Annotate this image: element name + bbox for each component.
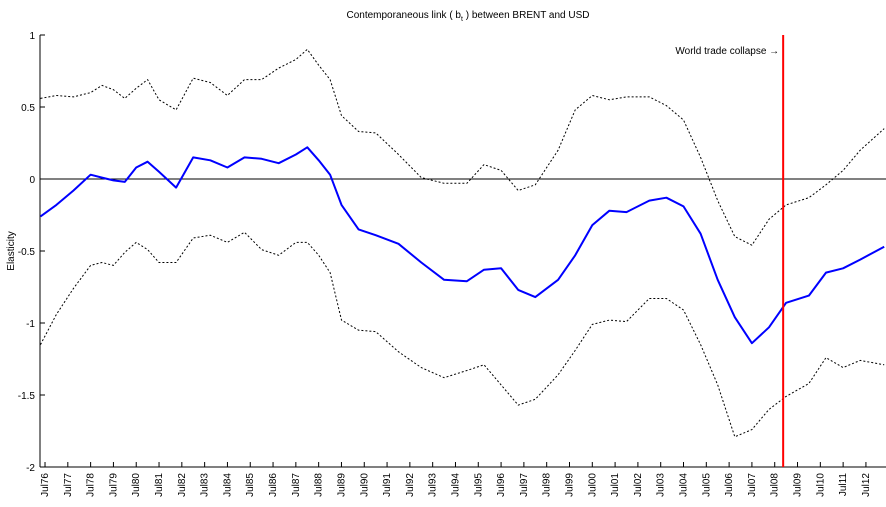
event-label: World trade collapse → xyxy=(675,46,779,57)
x-tick-label: Jul79 xyxy=(108,473,119,497)
x-tick-label: Jul11 xyxy=(838,473,849,497)
title-text: Contemporaneous link ( b xyxy=(346,10,461,21)
title-subscript: t xyxy=(461,16,463,23)
x-tick-label: Jul84 xyxy=(222,473,233,497)
x-tick-label: Jul99 xyxy=(564,473,575,497)
x-tick-label: Jul07 xyxy=(747,473,758,497)
x-tick-label: Jul86 xyxy=(268,473,279,497)
x-tick-label: Jul93 xyxy=(428,473,439,497)
x-tick-label: Jul05 xyxy=(701,473,712,497)
x-tick-label: Jul02 xyxy=(633,473,644,497)
x-tick-label: Jul09 xyxy=(793,473,804,497)
title-text: ) between BRENT and USD xyxy=(463,10,590,21)
x-tick-label: Jul03 xyxy=(656,473,667,497)
x-tick-label: Jul95 xyxy=(473,473,484,497)
x-tick-label: Jul90 xyxy=(359,473,370,497)
y-tick-label: -1 xyxy=(26,319,35,330)
y-axis-label: Elasticity xyxy=(6,231,17,270)
x-tick-label: Jul96 xyxy=(496,473,507,497)
x-tick-label: Jul10 xyxy=(815,473,826,497)
y-tick-label: 0.5 xyxy=(21,103,35,114)
x-tick-label: Jul12 xyxy=(861,473,872,497)
x-tick-label: Jul82 xyxy=(177,473,188,497)
x-tick-label: Jul87 xyxy=(291,473,302,497)
y-tick-label: -2 xyxy=(26,463,35,474)
x-tick-label: Jul01 xyxy=(610,473,621,497)
x-tick-label: Jul80 xyxy=(131,473,142,497)
x-tick-label: Jul83 xyxy=(200,473,211,497)
x-tick-label: Jul78 xyxy=(86,473,97,497)
chart-title: Contemporaneous link ( bt ) between BREN… xyxy=(346,10,589,23)
x-tick-label: Jul98 xyxy=(542,473,553,497)
x-tick-label: Jul04 xyxy=(679,473,690,497)
estimate-line xyxy=(39,146,885,345)
x-tick-label: Jul08 xyxy=(770,473,781,497)
x-tick-label: Jul76 xyxy=(40,473,51,497)
x-tick-label: Jul91 xyxy=(382,473,393,497)
x-tick-label: Jul06 xyxy=(724,473,735,497)
y-tick-label: -1.5 xyxy=(18,391,36,402)
y-tick-label: 1 xyxy=(29,31,35,42)
x-tick-label: Jul81 xyxy=(154,473,165,497)
x-tick-label: Jul00 xyxy=(587,473,598,497)
x-tick-label: Jul88 xyxy=(314,473,325,497)
x-tick-label: Jul85 xyxy=(245,473,256,497)
x-tick-label: Jul77 xyxy=(63,473,74,497)
x-tick-label: Jul92 xyxy=(405,473,416,497)
confidence-band-line xyxy=(40,231,885,438)
y-tick-label: -0.5 xyxy=(18,247,36,258)
x-tick-label: Jul94 xyxy=(450,473,461,497)
x-tick-label: Jul89 xyxy=(336,473,347,497)
y-tick-label: 0 xyxy=(29,175,35,186)
x-tick-label: Jul97 xyxy=(519,473,530,497)
confidence-band-line xyxy=(40,48,885,246)
